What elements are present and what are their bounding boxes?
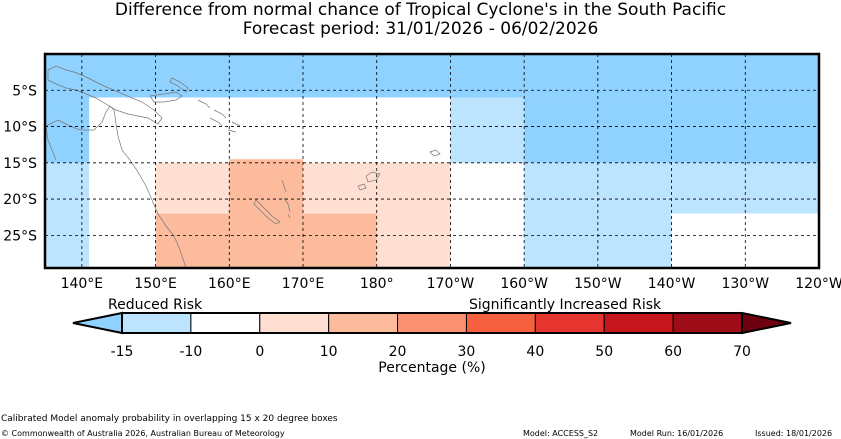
australia-coastline [45, 105, 187, 269]
colorbar-segment [328, 312, 399, 334]
reduced-risk-label: Reduced Risk [108, 297, 203, 313]
lon-tick-label: 130°W [721, 276, 769, 292]
colorbar-axis-label: Percentage (%) [378, 360, 485, 376]
colorbar-tick: -15 [111, 344, 134, 360]
anomaly-cell-2 [45, 162, 90, 268]
lon-tick-label: 170°E [282, 276, 325, 292]
colorbar-segment [397, 312, 467, 334]
lat-tick-label: 10°S [3, 120, 37, 136]
anomaly-cell-9 [229, 159, 303, 268]
anomaly-cell-4 [155, 97, 451, 163]
anomaly-cell-6 [524, 97, 819, 163]
colorbar-low-extend [72, 311, 123, 335]
colorbar-segment [603, 312, 674, 334]
colorbar [72, 311, 792, 335]
lat-tick-label: 20°S [3, 192, 37, 208]
colorbar-segment [259, 312, 330, 334]
colorbar-segment [190, 312, 261, 334]
colorbar-tick: 50 [595, 344, 613, 360]
footer-issued: Issued: 18/01/2026 [755, 429, 833, 438]
colorbar-segment [121, 312, 192, 334]
anomaly-cell-12 [376, 162, 451, 268]
footer-model-run: Model Run: 16/01/2026 [630, 429, 724, 438]
lat-tick-label: 15°S [3, 156, 37, 172]
colorbar-segment [672, 312, 743, 334]
colorbar-frame [121, 312, 743, 334]
anomaly-cell-13 [450, 162, 525, 268]
anomaly-cells [45, 54, 819, 268]
colorbar-segment [534, 312, 605, 334]
footer-model: Model: ACCESS_S2 [523, 429, 599, 438]
solomon-islands-coastline [197, 99, 241, 133]
graticule [45, 54, 820, 268]
colorbar-tick: 10 [320, 344, 338, 360]
lon-tick-label: 170°W [427, 276, 475, 292]
anomaly-cell-7 [155, 162, 230, 214]
colorbar-tick: 60 [664, 344, 682, 360]
lat-tick-label: 5°S [12, 83, 37, 99]
colorbar-tick: 0 [255, 344, 264, 360]
lon-tick-label: 140°W [648, 276, 696, 292]
colorbar-tick: -10 [179, 344, 202, 360]
new-caledonia-coastline [253, 199, 281, 225]
gulf-coastline [45, 125, 57, 161]
colorbar-tick: 20 [389, 344, 407, 360]
longitude-labels: 140°E 150°E 160°E 170°E 180° 170°W 160°W 150°W 1… [61, 276, 841, 292]
colorbar-tick: 70 [733, 344, 751, 360]
anomaly-cell-0 [45, 54, 819, 98]
lon-tick-label: 150°E [134, 276, 177, 292]
lon-tick-label: 140°E [61, 276, 104, 292]
anomaly-cell-5 [450, 97, 525, 163]
lon-tick-label: 160°E [208, 276, 251, 292]
anomaly-cell-11 [303, 213, 377, 268]
footer-note: Calibrated Model anomaly probability in … [1, 414, 338, 424]
samoa-coastline [429, 149, 441, 157]
latitude-labels: 5°S 10°S 15°S 20°S 25°S [3, 83, 37, 244]
colorbar-segment [465, 312, 536, 334]
increased-risk-label: Significantly Increased Risk [469, 297, 662, 313]
colorbar-tick-labels: -15 -10 0 10 20 30 40 50 60 70 [111, 344, 751, 360]
anomaly-cell-8 [155, 213, 230, 268]
colorbar-tick: 40 [526, 344, 544, 360]
colorbar-tick: 30 [458, 344, 476, 360]
forecast-period: Forecast period: 31/01/2026 - 06/02/2026 [242, 19, 599, 39]
vanuatu-coastline [281, 179, 291, 219]
lon-tick-label: 180° [360, 276, 394, 292]
colorbar-high-extend [741, 311, 792, 335]
anomaly-cell-3 [89, 97, 156, 268]
lon-tick-label: 120°W [795, 276, 841, 292]
lat-tick-label: 25°S [3, 228, 37, 244]
chart-title: Difference from normal chance of Tropica… [114, 0, 727, 20]
map-frame [43, 52, 821, 270]
lon-tick-label: 150°W [574, 276, 622, 292]
fiji-coastline [357, 171, 381, 191]
new-ireland-coastline [169, 77, 189, 93]
lon-tick-label: 160°W [500, 276, 548, 292]
footer-copyright: © Commonwealth of Australia 2026, Austra… [1, 429, 285, 438]
